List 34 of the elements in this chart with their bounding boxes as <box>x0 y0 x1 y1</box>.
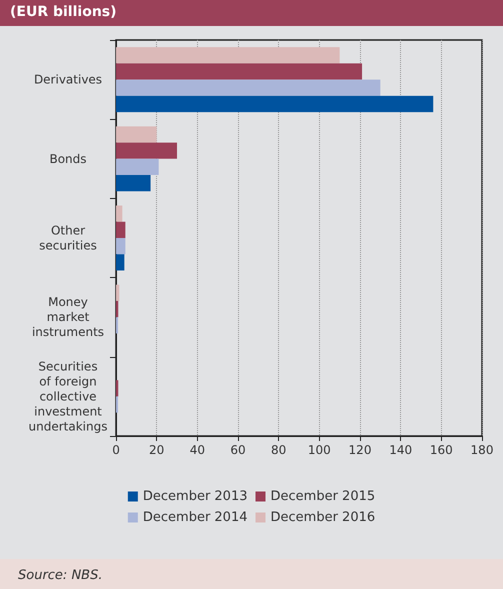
source-note: Source: NBS. <box>18 568 102 583</box>
bar <box>116 222 126 238</box>
x-tick-label: 160 <box>430 443 453 457</box>
y-tick-label: Bonds <box>49 152 87 166</box>
bar <box>116 206 122 222</box>
legend-label: December 2015 <box>270 489 376 504</box>
x-tick-label: 180 <box>470 443 494 457</box>
x-tick-label: 120 <box>348 443 372 457</box>
y-tick-label: Money market instruments <box>32 295 104 340</box>
bar <box>116 47 340 64</box>
bar <box>116 238 126 254</box>
x-tick-label: 0 <box>112 443 120 457</box>
legend-label: December 2014 <box>142 510 248 525</box>
bar <box>116 142 177 159</box>
bar <box>116 96 434 112</box>
x-tick-label: 40 <box>190 443 205 457</box>
bar <box>116 80 380 96</box>
bar <box>116 126 157 143</box>
bar <box>116 284 120 301</box>
legend-label: December 2016 <box>270 510 376 525</box>
x-tick-label: 20 <box>149 443 164 457</box>
y-tick-label: Other securities <box>39 224 97 252</box>
x-tick-label: 80 <box>271 443 286 457</box>
x-tick-label: 60 <box>230 443 246 457</box>
chart-title: (EUR billions) <box>10 4 117 20</box>
y-tick-label: Securities of foreign collective investment undertakings <box>28 359 108 434</box>
bar <box>116 158 159 176</box>
x-tick-label: 140 <box>389 443 412 457</box>
bar <box>116 254 124 270</box>
y-tick-label: Derivatives <box>34 72 102 87</box>
bar <box>116 175 151 192</box>
x-tick-label: 100 <box>308 443 331 457</box>
bar <box>116 63 362 80</box>
legend-label: December 2013 <box>142 489 248 504</box>
